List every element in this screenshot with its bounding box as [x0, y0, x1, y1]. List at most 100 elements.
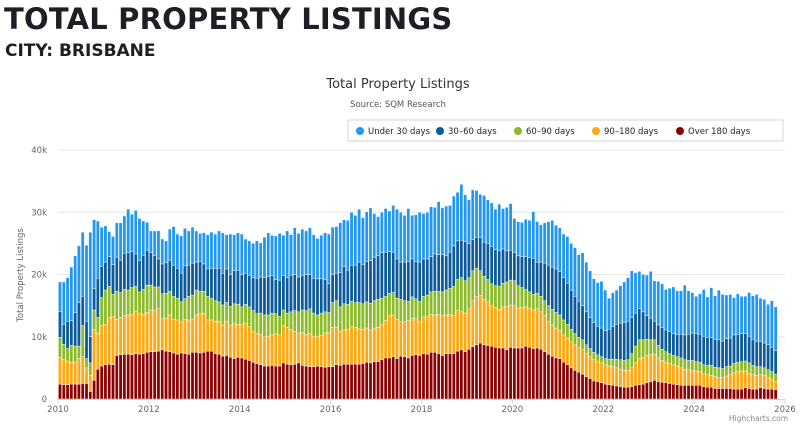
bar-segment[interactable]: [198, 313, 202, 354]
bar-segment[interactable]: [451, 245, 456, 287]
bar-segment[interactable]: [660, 349, 664, 361]
bar-segment[interactable]: [686, 360, 691, 370]
bar-segment[interactable]: [448, 251, 452, 289]
bar-segment[interactable]: [353, 363, 358, 400]
bar-segment[interactable]: [766, 344, 770, 370]
bar-segment[interactable]: [114, 291, 119, 320]
bar-segment[interactable]: [709, 386, 714, 400]
bar-segment[interactable]: [107, 286, 112, 318]
bar-segment[interactable]: [690, 332, 695, 361]
bar-segment[interactable]: [205, 268, 210, 297]
bar-segment[interactable]: [58, 383, 62, 400]
bar-segment[interactable]: [228, 357, 233, 400]
bar-segment[interactable]: [429, 352, 433, 400]
bar-segment[interactable]: [664, 382, 668, 400]
bar-segment[interactable]: [709, 287, 714, 338]
bar-segment[interactable]: [304, 274, 308, 311]
bar-segment[interactable]: [633, 385, 638, 400]
bar-segment[interactable]: [550, 266, 555, 310]
bar-segment[interactable]: [592, 359, 596, 382]
bar-segment[interactable]: [580, 373, 585, 400]
bar-segment[interactable]: [531, 211, 536, 259]
bar-segment[interactable]: [77, 345, 81, 359]
bar-segment[interactable]: [402, 300, 407, 322]
bar-segment[interactable]: [489, 283, 494, 306]
bar-segment[interactable]: [671, 286, 676, 334]
bar-segment[interactable]: [664, 329, 668, 352]
bar-segment[interactable]: [546, 320, 551, 355]
bar-segment[interactable]: [289, 364, 293, 400]
bar-segment[interactable]: [349, 212, 354, 266]
bar-segment[interactable]: [73, 255, 77, 313]
bar-segment[interactable]: [554, 327, 558, 359]
bar-segment[interactable]: [751, 295, 755, 340]
bar-segment[interactable]: [497, 286, 502, 310]
bar-segment[interactable]: [762, 375, 767, 389]
bar-segment[interactable]: [304, 334, 308, 367]
bar-segment[interactable]: [308, 366, 312, 400]
bar-segment[interactable]: [266, 335, 271, 367]
bar-segment[interactable]: [539, 296, 543, 313]
bar-segment[interactable]: [289, 274, 293, 313]
bar-segment[interactable]: [584, 261, 589, 313]
bar-segment[interactable]: [451, 195, 456, 247]
bar-segment[interactable]: [588, 356, 592, 379]
bar-segment[interactable]: [183, 319, 187, 354]
bar-segment[interactable]: [735, 293, 740, 335]
bar-segment[interactable]: [599, 327, 604, 357]
bar-segment[interactable]: [221, 273, 225, 306]
bar-segment[interactable]: [122, 253, 127, 290]
bar-segment[interactable]: [470, 300, 475, 347]
bar-segment[interactable]: [656, 381, 661, 400]
bar-segment[interactable]: [436, 314, 441, 354]
bar-segment[interactable]: [65, 348, 70, 362]
bar-segment[interactable]: [664, 351, 668, 363]
bar-segment[interactable]: [599, 362, 604, 384]
legend-item[interactable]: 30–60 days: [436, 127, 497, 137]
bar-segment[interactable]: [467, 277, 471, 309]
bar-segment[interactable]: [694, 385, 698, 400]
bar-segment[interactable]: [285, 277, 289, 314]
bar-segment[interactable]: [133, 311, 138, 354]
bar-segment[interactable]: [546, 305, 551, 322]
bar-segment[interactable]: [141, 254, 146, 290]
bar-segment[interactable]: [751, 339, 755, 366]
bar-segment[interactable]: [584, 344, 589, 354]
bar-segment[interactable]: [561, 334, 566, 363]
bar-segment[interactable]: [145, 284, 149, 313]
bar-segment[interactable]: [92, 380, 96, 400]
bar-segment[interactable]: [633, 312, 638, 347]
bar-segment[interactable]: [463, 312, 467, 352]
bar-segment[interactable]: [607, 329, 611, 360]
bar-segment[interactable]: [728, 374, 732, 389]
bar-segment[interactable]: [164, 240, 168, 263]
bar-segment[interactable]: [221, 232, 225, 274]
bar-segment[interactable]: [516, 285, 520, 309]
bar-segment[interactable]: [69, 383, 74, 400]
bar-segment[interactable]: [573, 344, 577, 371]
bar-segment[interactable]: [739, 361, 744, 372]
bar-segment[interactable]: [130, 354, 134, 400]
bar-segment[interactable]: [357, 261, 361, 303]
bar-segment[interactable]: [735, 334, 740, 363]
bar-segment[interactable]: [501, 208, 505, 250]
bar-segment[interactable]: [281, 275, 286, 311]
bar-segment[interactable]: [478, 237, 483, 271]
bar-segment[interactable]: [395, 358, 399, 400]
bar-segment[interactable]: [77, 245, 81, 303]
bar-segment[interactable]: [626, 359, 630, 371]
bar-segment[interactable]: [720, 368, 725, 378]
bar-segment[interactable]: [137, 291, 142, 314]
bar-segment[interactable]: [773, 389, 778, 400]
bar-segment[interactable]: [292, 227, 297, 275]
bar-segment[interactable]: [342, 363, 346, 400]
bar-segment[interactable]: [603, 358, 608, 365]
bar-segment[interactable]: [236, 232, 240, 271]
bar-segment[interactable]: [607, 384, 611, 400]
bar-segment[interactable]: [84, 367, 89, 384]
bar-segment[interactable]: [717, 388, 721, 400]
bar-segment[interactable]: [444, 255, 449, 291]
bar-segment[interactable]: [558, 314, 562, 331]
bar-segment[interactable]: [516, 307, 520, 349]
bar-segment[interactable]: [550, 355, 555, 400]
